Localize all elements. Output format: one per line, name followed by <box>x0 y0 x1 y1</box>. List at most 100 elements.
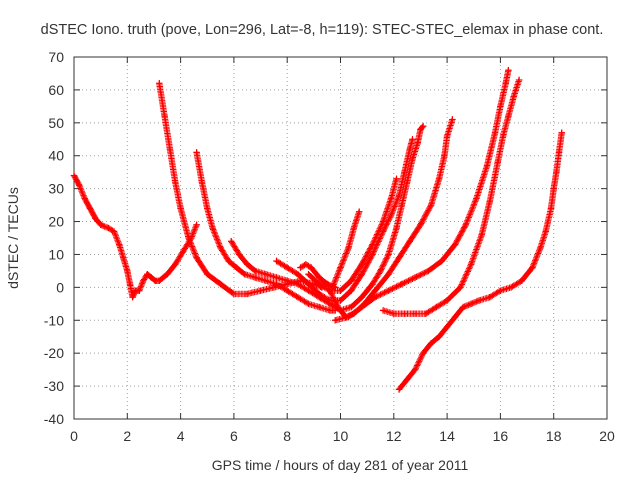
data-point <box>140 277 147 284</box>
data-point <box>209 224 216 232</box>
data-point <box>348 277 355 284</box>
x-tick-label: 12 <box>386 428 402 444</box>
y-tick-label: -40 <box>44 411 64 427</box>
y-axis-label: dSTEC / TECUs <box>5 187 21 289</box>
x-tick-label: 14 <box>439 428 455 444</box>
data-point <box>105 224 112 232</box>
data-point <box>409 155 416 163</box>
data-point <box>505 113 512 120</box>
data-point <box>193 149 200 156</box>
data-point <box>129 294 136 301</box>
data-point <box>172 261 179 268</box>
data-point <box>486 294 493 301</box>
data-point <box>180 248 187 255</box>
data-point <box>334 303 341 311</box>
y-tick-label: 50 <box>48 115 64 131</box>
data-point <box>273 274 280 281</box>
data-point <box>294 294 302 301</box>
data-point <box>110 228 118 235</box>
series-markers <box>332 67 512 324</box>
data-point <box>406 238 413 245</box>
x-tick-label: 16 <box>493 428 509 444</box>
data-point <box>393 224 400 232</box>
data-point <box>403 178 411 186</box>
data-point <box>204 271 211 278</box>
data-point <box>316 274 323 281</box>
data-point <box>457 284 464 291</box>
data-point <box>449 116 456 123</box>
data-point <box>302 261 310 268</box>
data-point <box>177 205 184 212</box>
data-point <box>395 254 403 261</box>
data-point <box>385 287 392 294</box>
data-point <box>395 192 403 199</box>
data-point <box>86 205 94 212</box>
data-point <box>542 228 549 235</box>
series-arc-7 <box>297 208 363 291</box>
data-point <box>369 280 376 288</box>
data-point <box>401 169 408 176</box>
x-tick-label: 8 <box>283 428 291 444</box>
data-point <box>76 182 83 189</box>
data-point <box>337 287 344 294</box>
data-point <box>371 287 379 294</box>
data-point <box>233 264 240 271</box>
data-point <box>337 264 344 271</box>
data-point <box>398 280 405 288</box>
data-point <box>273 257 280 265</box>
data-point <box>305 271 312 278</box>
y-tick-label: 10 <box>48 246 64 262</box>
data-point <box>425 267 432 275</box>
data-series <box>70 67 565 393</box>
data-point <box>217 280 224 288</box>
series-arc-9 <box>332 67 512 324</box>
data-point <box>419 122 427 130</box>
data-point <box>510 93 517 100</box>
data-point <box>185 234 192 242</box>
x-tick-label: 2 <box>123 428 131 444</box>
data-point <box>345 313 352 321</box>
data-point <box>356 208 363 215</box>
data-point <box>427 340 435 347</box>
data-point <box>451 313 459 321</box>
data-point <box>193 221 200 228</box>
data-point <box>419 350 427 357</box>
data-point <box>443 323 451 331</box>
data-point <box>550 185 557 192</box>
data-point <box>478 231 485 238</box>
x-tick-label: 6 <box>230 428 238 444</box>
data-point <box>483 162 491 169</box>
data-point <box>345 244 352 252</box>
data-point <box>70 172 78 179</box>
data-point <box>411 366 419 373</box>
data-point <box>358 261 365 268</box>
data-point <box>116 241 123 248</box>
data-point <box>156 277 163 284</box>
axis-ticks: 0 2 4 6 8 10 12 14 16 18 20 -40 -30 -20 -10 0 10 20 30 40 50… <box>44 49 615 444</box>
data-point <box>377 267 384 275</box>
data-point <box>284 287 291 294</box>
data-point <box>294 271 302 278</box>
data-point <box>369 251 376 258</box>
x-tick-label: 18 <box>546 428 562 444</box>
data-point <box>148 274 155 281</box>
data-point <box>136 287 143 294</box>
data-point <box>433 303 440 311</box>
data-point <box>395 386 403 393</box>
data-point <box>379 307 387 314</box>
data-point <box>294 280 302 288</box>
data-point <box>273 280 280 288</box>
data-point <box>297 264 304 271</box>
data-point <box>230 290 238 298</box>
data-point <box>558 129 565 136</box>
data-point <box>486 198 493 205</box>
data-point <box>204 205 211 212</box>
data-point <box>164 271 171 278</box>
data-point <box>217 244 224 252</box>
data-point <box>257 287 264 294</box>
data-point <box>459 303 467 311</box>
data-point <box>497 287 504 294</box>
data-point <box>92 215 99 222</box>
data-point <box>411 274 419 281</box>
